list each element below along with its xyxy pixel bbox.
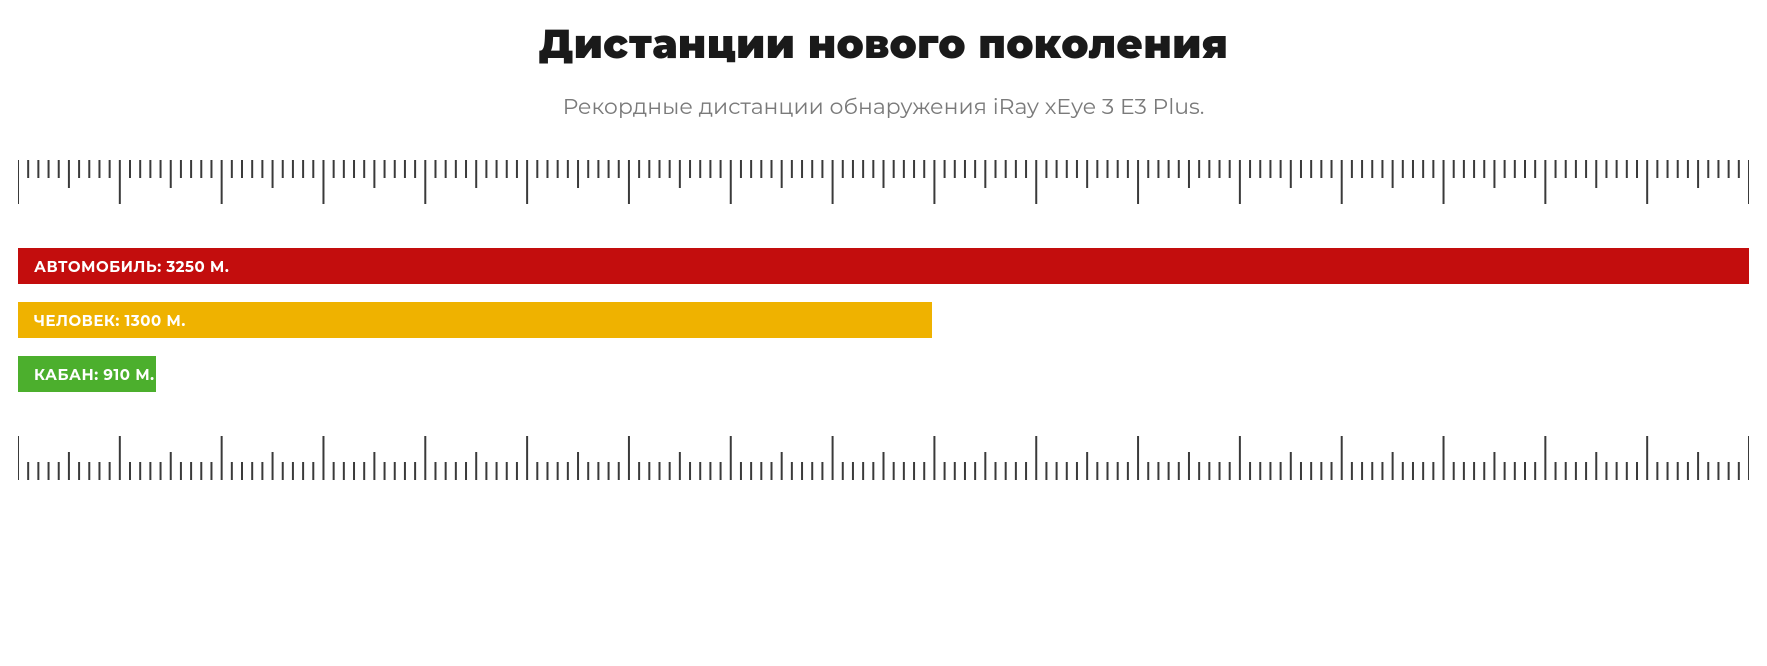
page-title: Дистанции нового поколения [18,20,1749,69]
page-subtitle: Рекордные дистанции обнаружения iRay xEy… [18,93,1749,120]
bar-car: АВТОМОБИЛЬ: 3250 М. [18,248,1749,284]
bar-label-human: ЧЕЛОВЕК: 1300 М. [34,311,186,330]
bar-label-boar: КАБАН: 910 М. [34,365,155,384]
distance-bars: АВТОМОБИЛЬ: 3250 М. ЧЕЛОВЕК: 1300 М. КАБ… [18,230,1749,410]
bar-row-boar: КАБАН: 910 М. [18,356,1749,392]
ruler-bottom [18,410,1749,480]
bar-boar: КАБАН: 910 М. [18,356,156,392]
bar-row-car: АВТОМОБИЛЬ: 3250 М. [18,248,1749,284]
bar-row-human: ЧЕЛОВЕК: 1300 М. [18,302,1749,338]
ruler-top [18,160,1749,230]
bar-human: ЧЕЛОВЕК: 1300 М. [18,302,932,338]
bar-label-car: АВТОМОБИЛЬ: 3250 М. [34,257,229,276]
